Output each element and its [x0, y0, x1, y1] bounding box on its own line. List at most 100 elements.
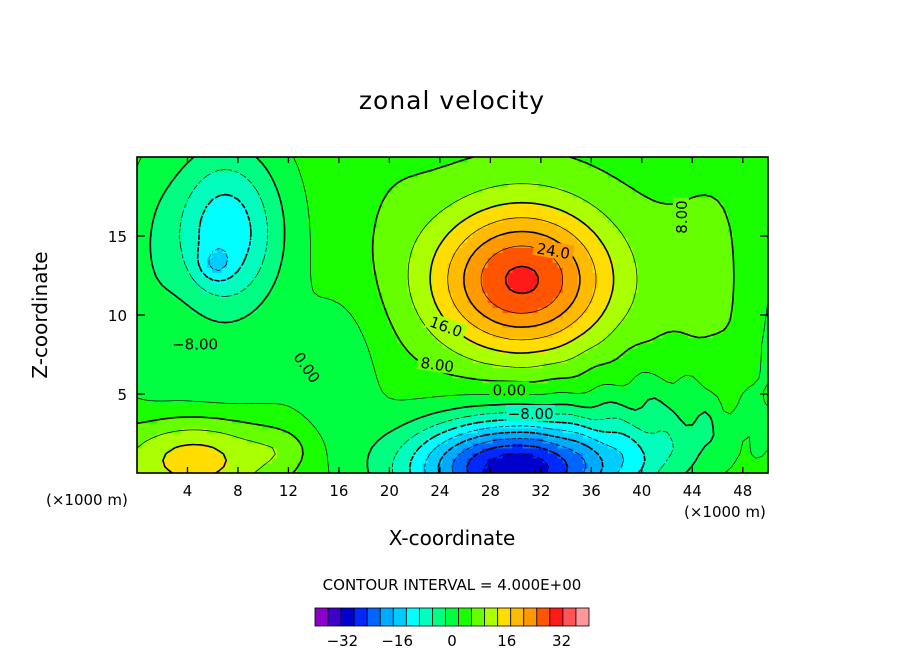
field-cell	[357, 402, 363, 409]
field-cell	[527, 297, 534, 304]
field-cell	[577, 362, 584, 369]
field-cell	[497, 412, 504, 419]
field-cell	[677, 327, 684, 334]
field-cell	[392, 467, 399, 473]
field-cell	[582, 372, 589, 379]
field-cell	[172, 367, 178, 374]
field-cell	[142, 347, 148, 354]
field-cell	[687, 392, 694, 399]
field-cell	[722, 427, 729, 434]
field-cell	[577, 282, 584, 289]
field-cell	[507, 442, 514, 449]
field-cell	[202, 432, 208, 439]
field-cell	[277, 387, 283, 394]
field-cell	[607, 447, 614, 454]
field-cell	[512, 437, 519, 444]
field-cell	[307, 342, 313, 349]
field-cell	[707, 327, 714, 334]
field-cell	[322, 377, 328, 384]
field-cell	[277, 352, 283, 359]
field-cell	[287, 407, 293, 414]
field-cell	[257, 327, 263, 334]
field-cell	[417, 392, 424, 399]
field-cell	[207, 377, 213, 384]
field-cell	[597, 337, 604, 344]
field-cell	[202, 312, 208, 319]
field-cell	[437, 372, 444, 379]
field-cell	[762, 417, 768, 424]
field-cell	[587, 452, 594, 459]
field-cell	[527, 467, 534, 473]
field-cell	[467, 332, 474, 339]
field-cell	[487, 297, 494, 304]
field-cell	[212, 417, 218, 424]
field-cell	[682, 427, 689, 434]
field-cell	[727, 432, 734, 439]
field-cell	[567, 437, 574, 444]
field-cell	[657, 327, 664, 334]
field-cell	[602, 287, 609, 294]
field-cell	[297, 312, 303, 319]
field-cell	[762, 367, 768, 374]
field-cell	[442, 332, 449, 339]
field-cell	[467, 452, 474, 459]
field-cell	[297, 447, 303, 454]
field-cell	[642, 327, 649, 334]
field-cell	[412, 312, 419, 319]
field-cell	[672, 407, 679, 414]
field-cell	[347, 387, 353, 394]
field-cell	[207, 387, 213, 394]
field-cell	[557, 417, 564, 424]
field-cell	[497, 462, 504, 469]
field-cell	[242, 277, 248, 283]
field-cell	[742, 352, 749, 359]
field-cell	[252, 292, 258, 299]
field-cell	[702, 297, 709, 304]
field-cell	[717, 437, 724, 444]
field-cell	[437, 292, 444, 299]
field-cell	[672, 292, 679, 299]
field-cell	[297, 432, 303, 439]
field-cell	[677, 317, 684, 324]
field-cell	[437, 282, 444, 289]
field-cell	[242, 467, 248, 473]
field-cell	[722, 327, 729, 334]
field-cell	[352, 357, 358, 364]
field-cell	[462, 332, 469, 339]
field-cell	[737, 297, 744, 304]
field-cell	[347, 372, 353, 379]
field-cell	[432, 457, 439, 464]
field-cell	[187, 457, 193, 464]
field-cell	[192, 387, 198, 394]
field-cell	[142, 427, 148, 434]
field-cell	[232, 382, 238, 389]
field-cell	[627, 297, 634, 304]
field-cell	[312, 387, 318, 394]
field-cell	[467, 287, 474, 294]
field-cell	[332, 297, 338, 304]
field-cell	[142, 402, 148, 409]
field-cell	[557, 392, 564, 399]
field-cell	[277, 372, 283, 379]
field-cell	[692, 277, 699, 283]
field-cell	[477, 392, 484, 399]
field-cell	[287, 402, 293, 409]
field-cell	[502, 272, 509, 278]
field-cell	[627, 462, 634, 469]
field-cell	[322, 457, 328, 464]
field-cell	[277, 397, 283, 404]
field-cell	[637, 407, 644, 414]
field-cell	[622, 437, 629, 444]
field-cell	[222, 332, 228, 339]
field-cell	[427, 347, 434, 354]
field-cell	[222, 357, 228, 364]
field-cell	[402, 412, 409, 419]
field-cell	[227, 362, 233, 369]
field-cell	[697, 417, 704, 424]
field-cell	[622, 282, 629, 289]
field-cell	[527, 302, 534, 309]
field-cell	[472, 342, 479, 349]
field-cell	[497, 292, 504, 299]
field-cell	[742, 337, 749, 344]
field-cell	[642, 312, 649, 319]
